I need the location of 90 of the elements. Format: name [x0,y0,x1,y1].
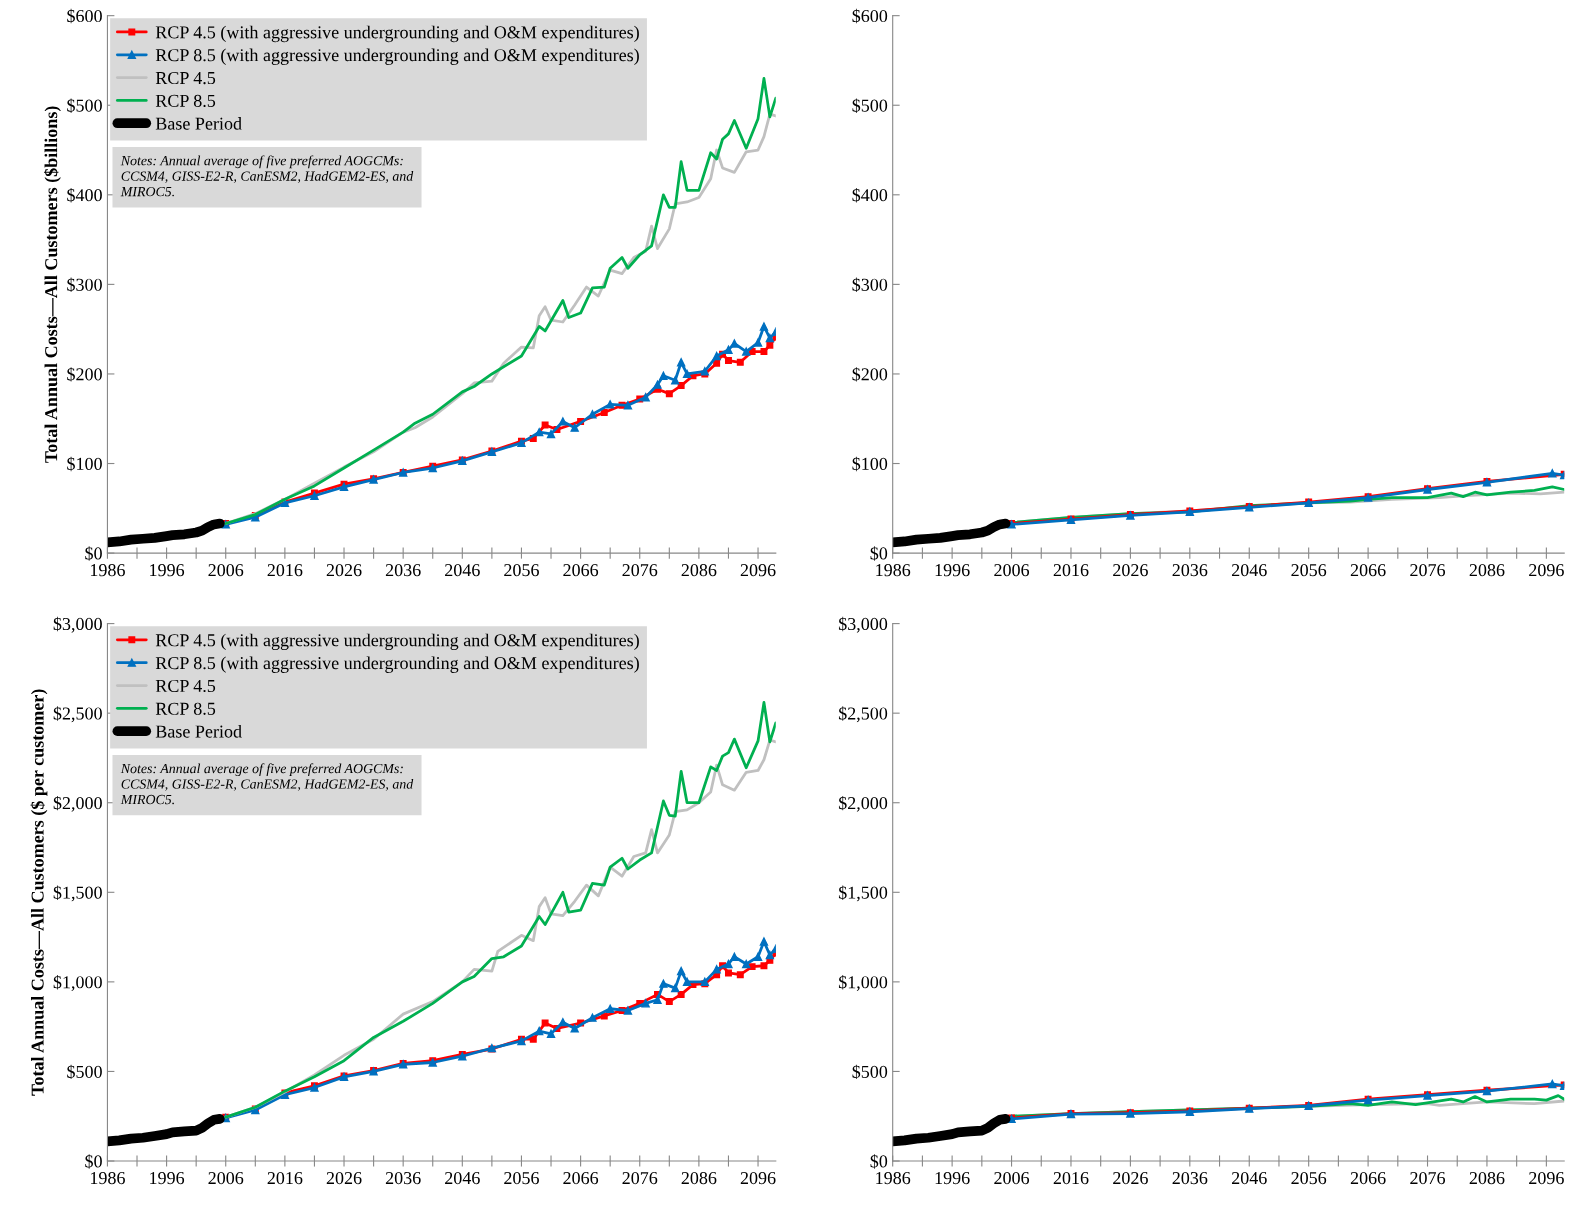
legend-label: Base Period [155,724,242,738]
x-tick-label: 2026 [1113,564,1148,577]
y-tick-label: $400 [67,188,102,203]
x-tick-label: 2076 [1410,1171,1446,1185]
annotation: Notes: Annual average of five preferred AOGCMs: CCSM4, GISS-E2-R, CanESM2, HadGEM2-ES, and MIROC5. [120,763,414,805]
x-tick-label: 2066 [1350,564,1386,577]
annotation: Notes: Annual average of five preferred AOGCMs: CCSM4, GISS-E2-R, CanESM2, HadGEM2-ES, and MIROC5. [120,155,414,197]
x-tick-label: 2066 [1350,1171,1386,1185]
x-tick-label: 2046 [445,564,480,577]
x-tick-label: 2086 [1469,1171,1505,1185]
y-axis-title: Total Annual Costs—All Customers ($billions) [43,106,61,463]
x-tick-label: 1996 [150,1172,185,1185]
y-tick-label: $100 [852,456,888,472]
y-tick-label: $400 [852,188,888,203]
x-tick-label: 1996 [935,564,970,577]
y-tick-label: $200 [852,367,888,382]
x-tick-label: 1986 [876,564,911,577]
y-tick-label: $0 [85,1154,102,1169]
legend-label: RCP 4.5 (with aggressive undergrounding and O&M expenditures) [155,633,639,651]
y-tick-label: $100 [67,456,102,472]
x-tick-label: 2026 [1113,1171,1148,1185]
x-tick-label: 1986 [90,564,125,577]
x-tick-label: 2016 [1053,1171,1089,1185]
x-tick-label: 2066 [563,564,599,577]
x-tick-label: 2026 [326,1171,362,1185]
y-tick-label: $500 [852,1064,888,1080]
x-tick-label: 2086 [1469,564,1505,577]
x-tick-label: 2056 [1291,564,1327,577]
legend-label: RCP 4.5 (with aggressive undergrounding and O&M expenditures) [155,25,639,43]
y-tick-label: $300 [852,277,888,293]
legend-label: RCP 4.5 [155,679,216,693]
legend-label: Base Period [155,117,242,130]
legend-label: RCP 4.5 [155,71,216,85]
y-tick-label: $2,000 [838,795,888,812]
x-tick-label: 2096 [1529,564,1564,577]
legend-label: RCP 8.5 [155,702,216,715]
x-tick-label: 2076 [1410,564,1446,577]
x-tick-label: 2096 [1529,1171,1564,1185]
y-tick-label: $1,500 [838,885,888,902]
y-tick-label: $0 [870,1154,888,1169]
x-tick-label: 2006 [994,564,1030,577]
y-tick-label: $1,000 [838,975,888,991]
x-tick-label: 2016 [267,1171,303,1185]
x-tick-label: 2046 [1231,1171,1267,1185]
x-tick-label: 2036 [385,564,421,577]
y-tick-label: $500 [67,98,102,113]
y-tick-label: $500 [852,98,888,113]
y-tick-label: $300 [67,277,102,293]
y-tick-label: $0 [870,546,888,561]
y-tick-label: $500 [67,1064,102,1080]
x-tick-label: 2056 [504,1171,539,1185]
legend-label: RCP 8.5 (with aggressive undergrounding and O&M expenditures) [155,48,639,65]
y-tick-label: $200 [67,367,102,382]
legend-label: RCP 8.5 (with aggressive undergrounding and O&M expenditures) [155,656,639,673]
x-tick-label: 2076 [622,564,658,577]
x-tick-label: 2006 [208,564,244,577]
x-tick-label: 2076 [622,1171,658,1185]
x-tick-label: 2096 [740,1171,776,1185]
x-tick-label: 1986 [876,1171,911,1185]
y-tick-label: $0 [85,546,102,561]
x-tick-label: 2016 [1053,564,1089,577]
x-tick-label: 2006 [994,1171,1030,1185]
x-tick-label: 2006 [208,1171,244,1185]
y-tick-label: $3,000 [53,616,102,633]
y-tick-label: $1,000 [53,975,102,991]
x-tick-label: 2056 [1291,1171,1327,1185]
x-tick-label: 1986 [90,1171,125,1185]
y-tick-label: $600 [852,8,888,24]
x-tick-label: 2056 [504,564,539,577]
x-tick-label: 2046 [1231,564,1267,577]
x-tick-label: 1996 [935,1172,970,1185]
legend-label: RCP 8.5 [155,94,216,107]
y-tick-label: $2,000 [53,795,102,812]
x-tick-label: 2036 [1172,564,1208,577]
y-tick-label: $1,500 [53,885,102,902]
y-axis-title: Total Annual Costs—All Customers ($ per customer) [30,689,48,1096]
x-tick-label: 2086 [681,1171,717,1185]
x-tick-label: 2016 [267,564,303,577]
y-tick-label: $2,500 [53,706,102,723]
x-tick-label: 1996 [150,564,185,577]
x-tick-label: 2086 [681,564,717,577]
x-tick-label: 2096 [740,564,776,577]
x-tick-label: 2036 [385,1171,421,1185]
x-tick-label: 2036 [1172,1171,1208,1185]
y-tick-label: $3,000 [838,616,888,633]
x-tick-label: 2026 [326,564,362,577]
x-tick-label: 2046 [445,1171,480,1185]
y-tick-label: $600 [67,8,102,24]
x-tick-label: 2066 [563,1171,599,1185]
y-tick-label: $2,500 [838,706,888,723]
